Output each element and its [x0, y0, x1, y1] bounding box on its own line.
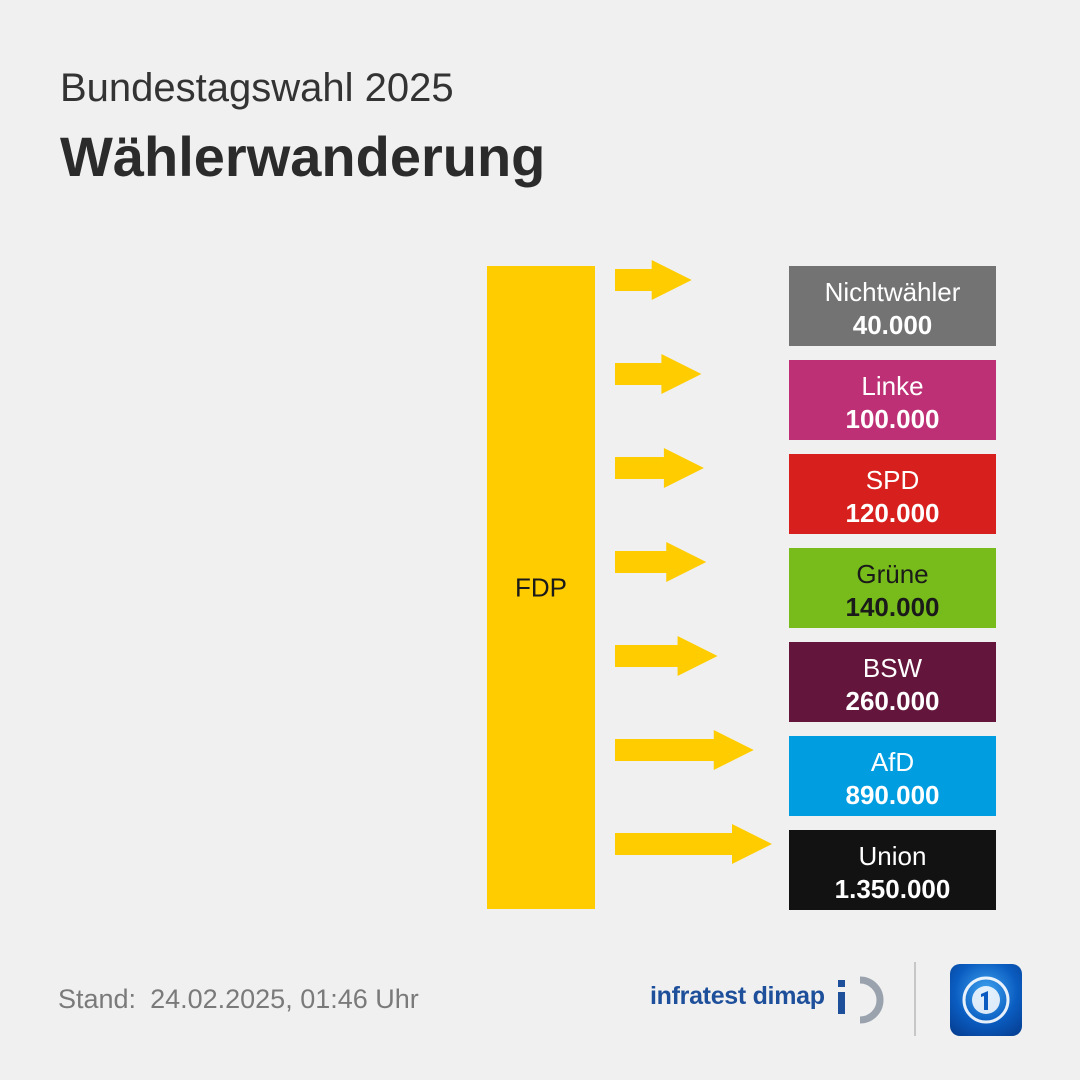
target-value: 260.000: [846, 686, 940, 716]
flow-arrow: [615, 354, 702, 394]
target-box: [789, 642, 996, 722]
target-box: [789, 360, 996, 440]
target-value: 890.000: [846, 780, 940, 810]
target-name: Nichtwähler: [825, 277, 961, 307]
target-box: [789, 266, 996, 346]
flow-arrow: [615, 260, 692, 300]
target-name: SPD: [866, 465, 919, 495]
flow-arrow: [615, 824, 772, 864]
source-label: FDP: [515, 573, 567, 603]
target-name: BSW: [863, 653, 923, 683]
tagesschau-logo-icon: [950, 964, 1022, 1036]
target-value: 140.000: [846, 592, 940, 622]
target-box: [789, 548, 996, 628]
target-value: 120.000: [846, 498, 940, 528]
target-name: Grüne: [856, 559, 928, 589]
target-box: [789, 830, 996, 910]
stand-label: Stand:: [58, 984, 137, 1014]
source-bar: [487, 266, 595, 909]
flow-arrow: [615, 542, 707, 582]
footer-divider: [914, 962, 916, 1036]
chart-subtitle: Bundestagswahl 2025: [60, 66, 454, 110]
flow-arrow: [615, 448, 704, 488]
target-name: Linke: [861, 371, 923, 401]
infratest-dimap-brand: infratest dimap: [650, 982, 825, 1010]
infratest-dimap-logo-icon: [838, 976, 884, 1024]
target-value: 1.350.000: [835, 874, 951, 904]
chart-title: Wählerwanderung: [60, 125, 546, 188]
target-value: 40.000: [853, 310, 933, 340]
timestamp: Stand: 24.02.2025, 01:46 Uhr: [58, 984, 419, 1015]
flow-arrow: [615, 730, 754, 770]
flow-arrow: [615, 636, 718, 676]
target-box: [789, 454, 996, 534]
target-name: AfD: [871, 747, 914, 777]
target-box: [789, 736, 996, 816]
target-name: Union: [859, 841, 927, 871]
stand-value: 24.02.2025, 01:46 Uhr: [150, 984, 419, 1014]
target-value: 100.000: [846, 404, 940, 434]
